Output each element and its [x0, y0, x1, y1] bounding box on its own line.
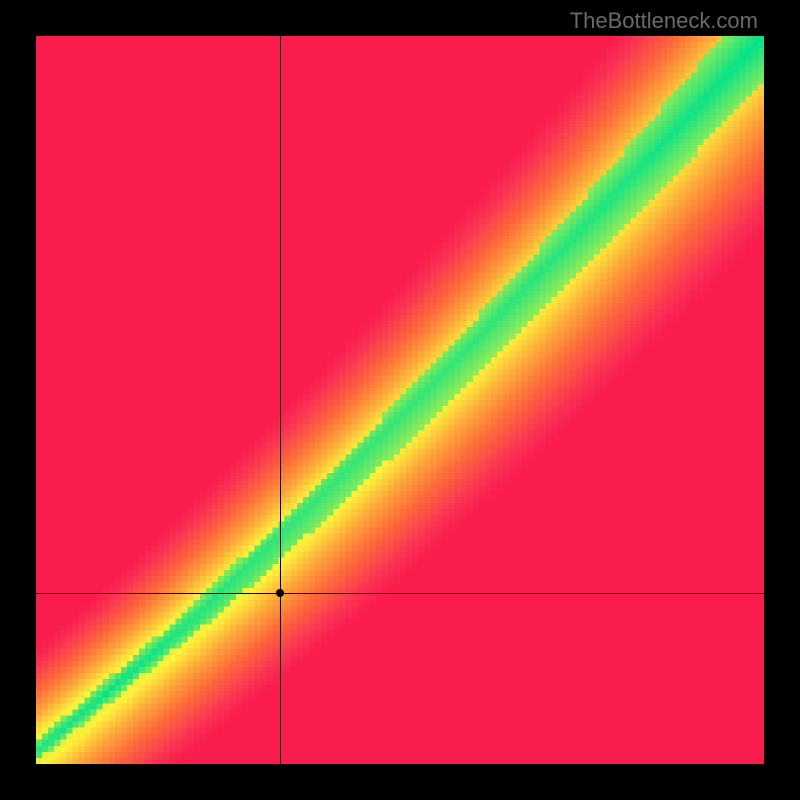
- marker-dot: [276, 589, 284, 597]
- watermark-text: TheBottleneck.com: [570, 8, 758, 34]
- heatmap-canvas: [36, 36, 764, 764]
- crosshair-horizontal: [36, 593, 764, 594]
- bottleneck-heatmap-chart: [36, 36, 764, 764]
- crosshair-vertical: [280, 36, 281, 764]
